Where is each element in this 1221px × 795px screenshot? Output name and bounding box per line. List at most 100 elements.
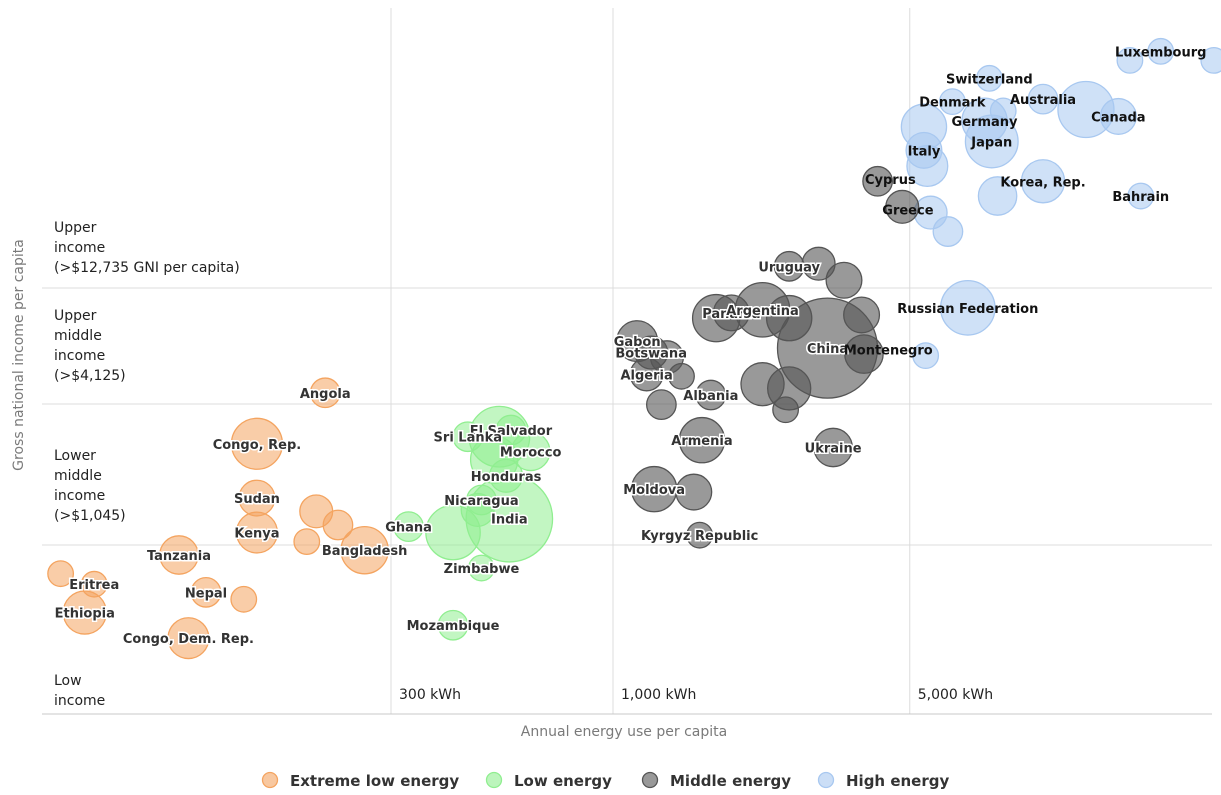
legend-marker [485,771,503,789]
legend-item[interactable]: Extreme low energy [261,771,460,790]
data-label: Japan [970,135,1012,150]
data-label: Sudan [234,492,280,507]
data-label: China [807,342,848,357]
bubble-point [1147,37,1175,65]
x-tick-label: 1,000 kWh [621,687,696,703]
legend-item[interactable]: Middle energy [641,771,792,790]
bubble-point [765,294,813,342]
bubble-point [309,377,341,409]
bubble-point [1099,97,1137,135]
x-tick-label: 300 kWh [399,687,461,703]
bubble-point [322,509,354,541]
bubble-point [238,479,276,517]
x-tick-labels: 300 kWh 1,000 kWh 5,000 kWh [399,687,993,703]
data-label: Morocco [500,445,562,460]
bubble-point [80,570,108,598]
data-label: Botswana [615,347,687,362]
bubble-point [510,431,551,472]
bubble-point [977,176,1018,216]
data-label: Moldova [623,483,685,498]
bubble-point [190,576,222,608]
data-label: El Salvador [470,424,553,439]
data-label: Tanzania [147,549,211,564]
data-label: Nicaragua [444,494,518,509]
bubble-point [678,416,726,464]
x-tick-label: 5,000 kWh [918,687,993,703]
y-axis-title: Gross national income per capita [11,239,27,471]
income-band-label: Low income [54,673,105,709]
bubble-point [843,296,881,334]
legend-marker [261,771,279,789]
data-label: Armenia [671,434,732,449]
bubble-point [675,473,713,511]
data-label: Sri Lanka [434,431,503,446]
bubble-point [230,585,258,613]
bubble-point [712,294,750,332]
bubble-point [905,131,943,169]
data-label: Russian Federation [897,302,1038,317]
legend-label: Middle energy [670,772,791,790]
data-label: Mozambique [407,619,500,634]
legend-item[interactable]: High energy [817,771,950,790]
data-label: Algeria [620,368,672,383]
bubble-point [437,609,469,641]
legend-marker [817,771,835,789]
data-label: Luxembourg [1115,45,1207,60]
bubble-labels: Angola Congo, Rep. Sudan Kenya Bangladesh Tan… [53,45,1207,648]
bubble-point [167,617,210,660]
bubble-point [1116,46,1144,74]
bubbles [47,37,1221,660]
data-label: Ukraine [805,442,862,457]
bubble-point [938,88,966,116]
data-label: Nepal [185,586,227,601]
data-label: Cyprus [865,173,916,188]
legend-label: Extreme low energy [290,772,459,790]
income-band-label: Upper middle income (>$4,125) [54,308,126,384]
data-label: Zimbabwe [444,562,520,577]
data-label: Albania [683,389,738,404]
bubble-point [47,560,75,588]
bubble-point [629,357,664,392]
data-label: Panama [702,307,760,322]
bubble-point [466,484,497,516]
bubble-point [495,414,527,446]
data-label: Bangladesh [322,544,408,559]
data-label: Gabon [614,335,661,350]
bubble-point [340,525,389,575]
bubble-point [844,334,884,374]
bubble-point [772,396,800,424]
bubble-point [468,554,495,582]
data-label: Ghana [385,521,432,536]
bubble-point [686,521,714,549]
bubble-point [293,528,321,556]
bubble-point [932,216,964,247]
bubble-point [813,427,853,468]
data-label: Congo, Dem. Rep. [123,632,254,647]
data-label: Congo, Rep. [213,438,302,453]
legend-item[interactable]: Low energy [485,771,613,790]
bubble-point [645,389,677,421]
x-axis-title: Annual energy use per capita [521,724,727,740]
data-label: Eritrea [69,578,119,593]
data-label: Argentina [726,304,799,319]
data-label: Angola [300,387,351,402]
bubble-point [695,379,727,411]
bubble-point [862,165,894,197]
data-label: India [491,513,528,528]
bubble-point [975,64,1003,92]
data-label: Denmark [919,96,986,111]
data-label: Montenegro [844,344,933,359]
income-band-label: Upper income (>$12,735 GNI per capita) [54,220,240,276]
data-label: Italy [908,144,941,159]
bubble-point [825,261,863,299]
bubble-point [939,280,996,336]
bubble-point [912,342,940,370]
bubble-point [1127,182,1155,210]
data-label: Kyrgyz Republic [641,529,758,544]
bubble-point [1200,46,1221,74]
legend-marker [641,771,659,789]
bubble-point [989,97,1017,125]
data-label: Bahrain [1112,190,1169,205]
data-label: Greece [882,204,933,219]
